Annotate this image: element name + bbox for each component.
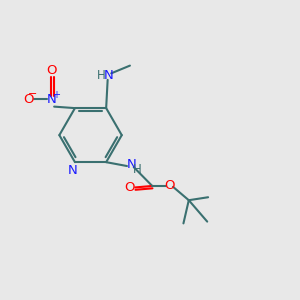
Text: N: N bbox=[68, 164, 77, 177]
Text: O: O bbox=[124, 181, 135, 194]
Text: N: N bbox=[103, 69, 113, 82]
Text: O: O bbox=[24, 93, 34, 106]
Text: N: N bbox=[127, 158, 136, 171]
Text: +: + bbox=[52, 90, 60, 100]
Text: O: O bbox=[46, 64, 56, 77]
Text: H: H bbox=[132, 163, 141, 176]
Text: H: H bbox=[97, 69, 106, 82]
Text: −: − bbox=[28, 89, 38, 99]
Text: O: O bbox=[164, 179, 175, 192]
Text: N: N bbox=[46, 93, 56, 106]
